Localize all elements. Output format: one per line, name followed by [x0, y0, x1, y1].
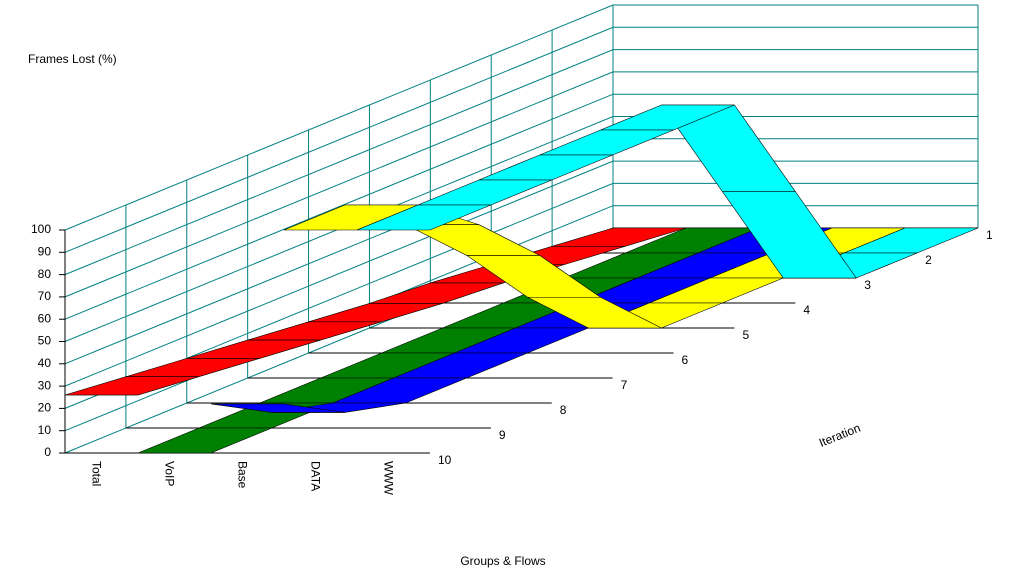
z-tick-label: 9 — [499, 428, 506, 442]
z-tick-label: 4 — [803, 303, 810, 317]
ribbon-segment — [210, 403, 345, 413]
ribbon-segment — [125, 358, 260, 378]
y-tick-label: 20 — [38, 401, 52, 415]
y-tick-label: 70 — [38, 289, 52, 303]
x-axis-label: Groups & Flows — [460, 554, 545, 568]
y-tick-label: 50 — [38, 334, 52, 348]
y-tick-label: 10 — [38, 423, 52, 437]
z-tick-label: 5 — [742, 328, 749, 342]
x-tick-label: WWW — [381, 461, 395, 496]
ribbon-segment — [478, 154, 613, 181]
depth-axis-label: Iteration — [817, 421, 862, 450]
z-tick-label: 10 — [438, 453, 452, 467]
z-tick-label: 3 — [864, 278, 871, 292]
x-tick-label: DATA — [308, 461, 322, 491]
y-tick-label: 30 — [38, 378, 52, 392]
x-tick-label: Total — [89, 461, 103, 486]
z-tick-label: 6 — [682, 353, 689, 367]
x-tick-label: Base — [235, 461, 249, 489]
ribbon-segment — [356, 204, 492, 231]
ribbon-segment — [539, 129, 674, 156]
z-tick-label: 7 — [621, 378, 628, 392]
ribbon-segment — [186, 339, 321, 359]
y-tick-label: 100 — [31, 222, 51, 236]
ribbon-segment — [369, 282, 504, 304]
y-tick-label: 90 — [38, 244, 52, 258]
z-tick-label: 1 — [986, 228, 993, 242]
y-tick-label: 0 — [44, 445, 51, 459]
y-tick-label: 80 — [38, 267, 52, 281]
z-tick-label: 8 — [560, 403, 567, 417]
x-tick-label: VoIP — [162, 461, 176, 486]
ribbon-segment — [417, 179, 552, 206]
z-tick-label: 2 — [925, 253, 932, 267]
y-tick-label: 40 — [38, 356, 52, 370]
y-axis-label: Frames Lost (%) — [28, 52, 117, 66]
ribbon-segment — [64, 376, 199, 396]
y-tick-label: 60 — [38, 311, 52, 325]
ribbon-segment — [137, 427, 273, 454]
ribbon-segment — [308, 303, 443, 323]
